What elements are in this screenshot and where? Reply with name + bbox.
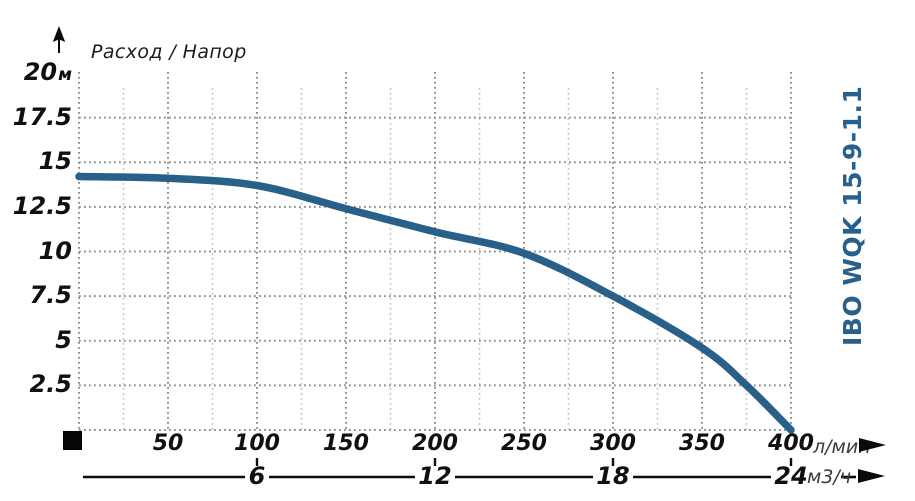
y-tick-label: 15 <box>38 147 72 176</box>
y-tick-label: 10 <box>38 236 72 265</box>
x-tick-label: 50 <box>152 431 184 456</box>
x-axis-secondary-unit-label: м3/ч <box>807 466 852 488</box>
origin-square-marker <box>63 431 82 450</box>
x-tick-label: 300 <box>590 431 636 456</box>
y-axis-arrow-icon <box>50 26 68 60</box>
x-tick-label: 150 <box>323 431 369 456</box>
x-secondary-tick-label: 6 <box>248 462 266 490</box>
y-tick-label: 12.5 <box>12 191 72 220</box>
x-axis-primary-unit-label: л/мин <box>813 436 871 458</box>
y-tick-label: 20м <box>23 58 72 87</box>
y-tick-label: 7.5 <box>29 281 72 310</box>
x-tick-label: 350 <box>679 431 725 456</box>
x-axis-primary-arrow-icon <box>859 438 886 452</box>
x-tick-label: 400 <box>768 431 814 456</box>
x-tick-label: 250 <box>501 431 547 456</box>
y-tick-label: 5 <box>55 325 72 354</box>
x-axis-secondary-arrow-icon <box>858 469 885 483</box>
y-axis-unit-label: м <box>58 65 72 86</box>
x-secondary-tick-label: 18 <box>596 462 630 490</box>
x-tick-label: 100 <box>234 431 280 456</box>
product-model-label: IBO WQK 15-9-1.1 <box>838 85 867 346</box>
x-tick-label: 200 <box>412 431 458 456</box>
y-tick-label: 2.5 <box>29 370 72 399</box>
x-secondary-tick-label: 12 <box>418 462 452 490</box>
y-tick-label: 17.5 <box>12 102 72 131</box>
x-secondary-tick-label: 24 <box>774 462 808 490</box>
chart-title: Расход / Напор <box>91 41 247 63</box>
pump-head-curve <box>75 172 795 434</box>
